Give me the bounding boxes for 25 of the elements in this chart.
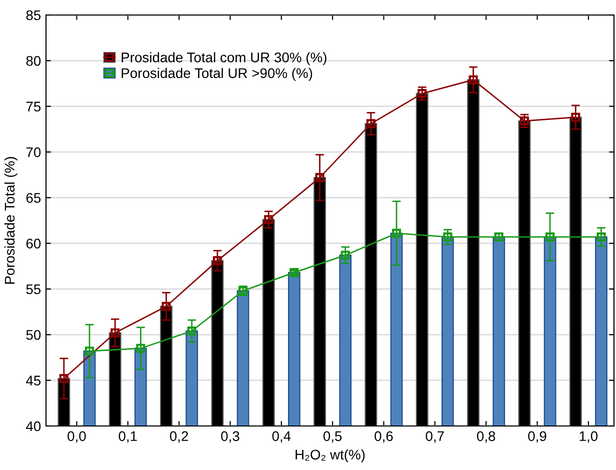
x-tick-label: 0,1 — [118, 431, 137, 443]
y-tick-label: 85 — [26, 10, 41, 20]
y-tick-label: 45 — [26, 376, 41, 386]
x-tick-label: 0,3 — [221, 431, 240, 443]
x-tick-label: 0,2 — [170, 431, 188, 443]
x-tick-label: 0,6 — [374, 431, 393, 443]
x-tick-label: 1,0 — [580, 431, 598, 443]
x-tick-label: 0,7 — [426, 431, 444, 443]
y-tick-label: 60 — [26, 238, 41, 249]
legend-label: Prosidade Total com UR 30% (%) — [122, 52, 326, 66]
y-tick-label: 40 — [26, 421, 41, 432]
y-tick-label: 70 — [26, 147, 41, 158]
y-tick-label: 50 — [26, 330, 41, 340]
x-tick-label: 0,8 — [476, 431, 496, 443]
y-axis-title: Porosidade Total (%) — [4, 157, 18, 284]
y-tick-label: 80 — [26, 56, 41, 66]
y-tick-label: 65 — [26, 193, 41, 203]
x-tick-label: 0,0 — [68, 431, 86, 443]
legend-label: Porosidade Total UR >90% (%) — [122, 68, 312, 81]
x-tick-label: 0,9 — [528, 431, 546, 443]
y-tick-label: 75 — [26, 102, 41, 112]
x-axis-title: H₂O₂ wt(%) — [296, 449, 365, 462]
y-tick-label: 55 — [26, 284, 41, 294]
x-tick-label: 0,5 — [323, 431, 342, 443]
x-tick-label: 0,4 — [272, 431, 291, 443]
